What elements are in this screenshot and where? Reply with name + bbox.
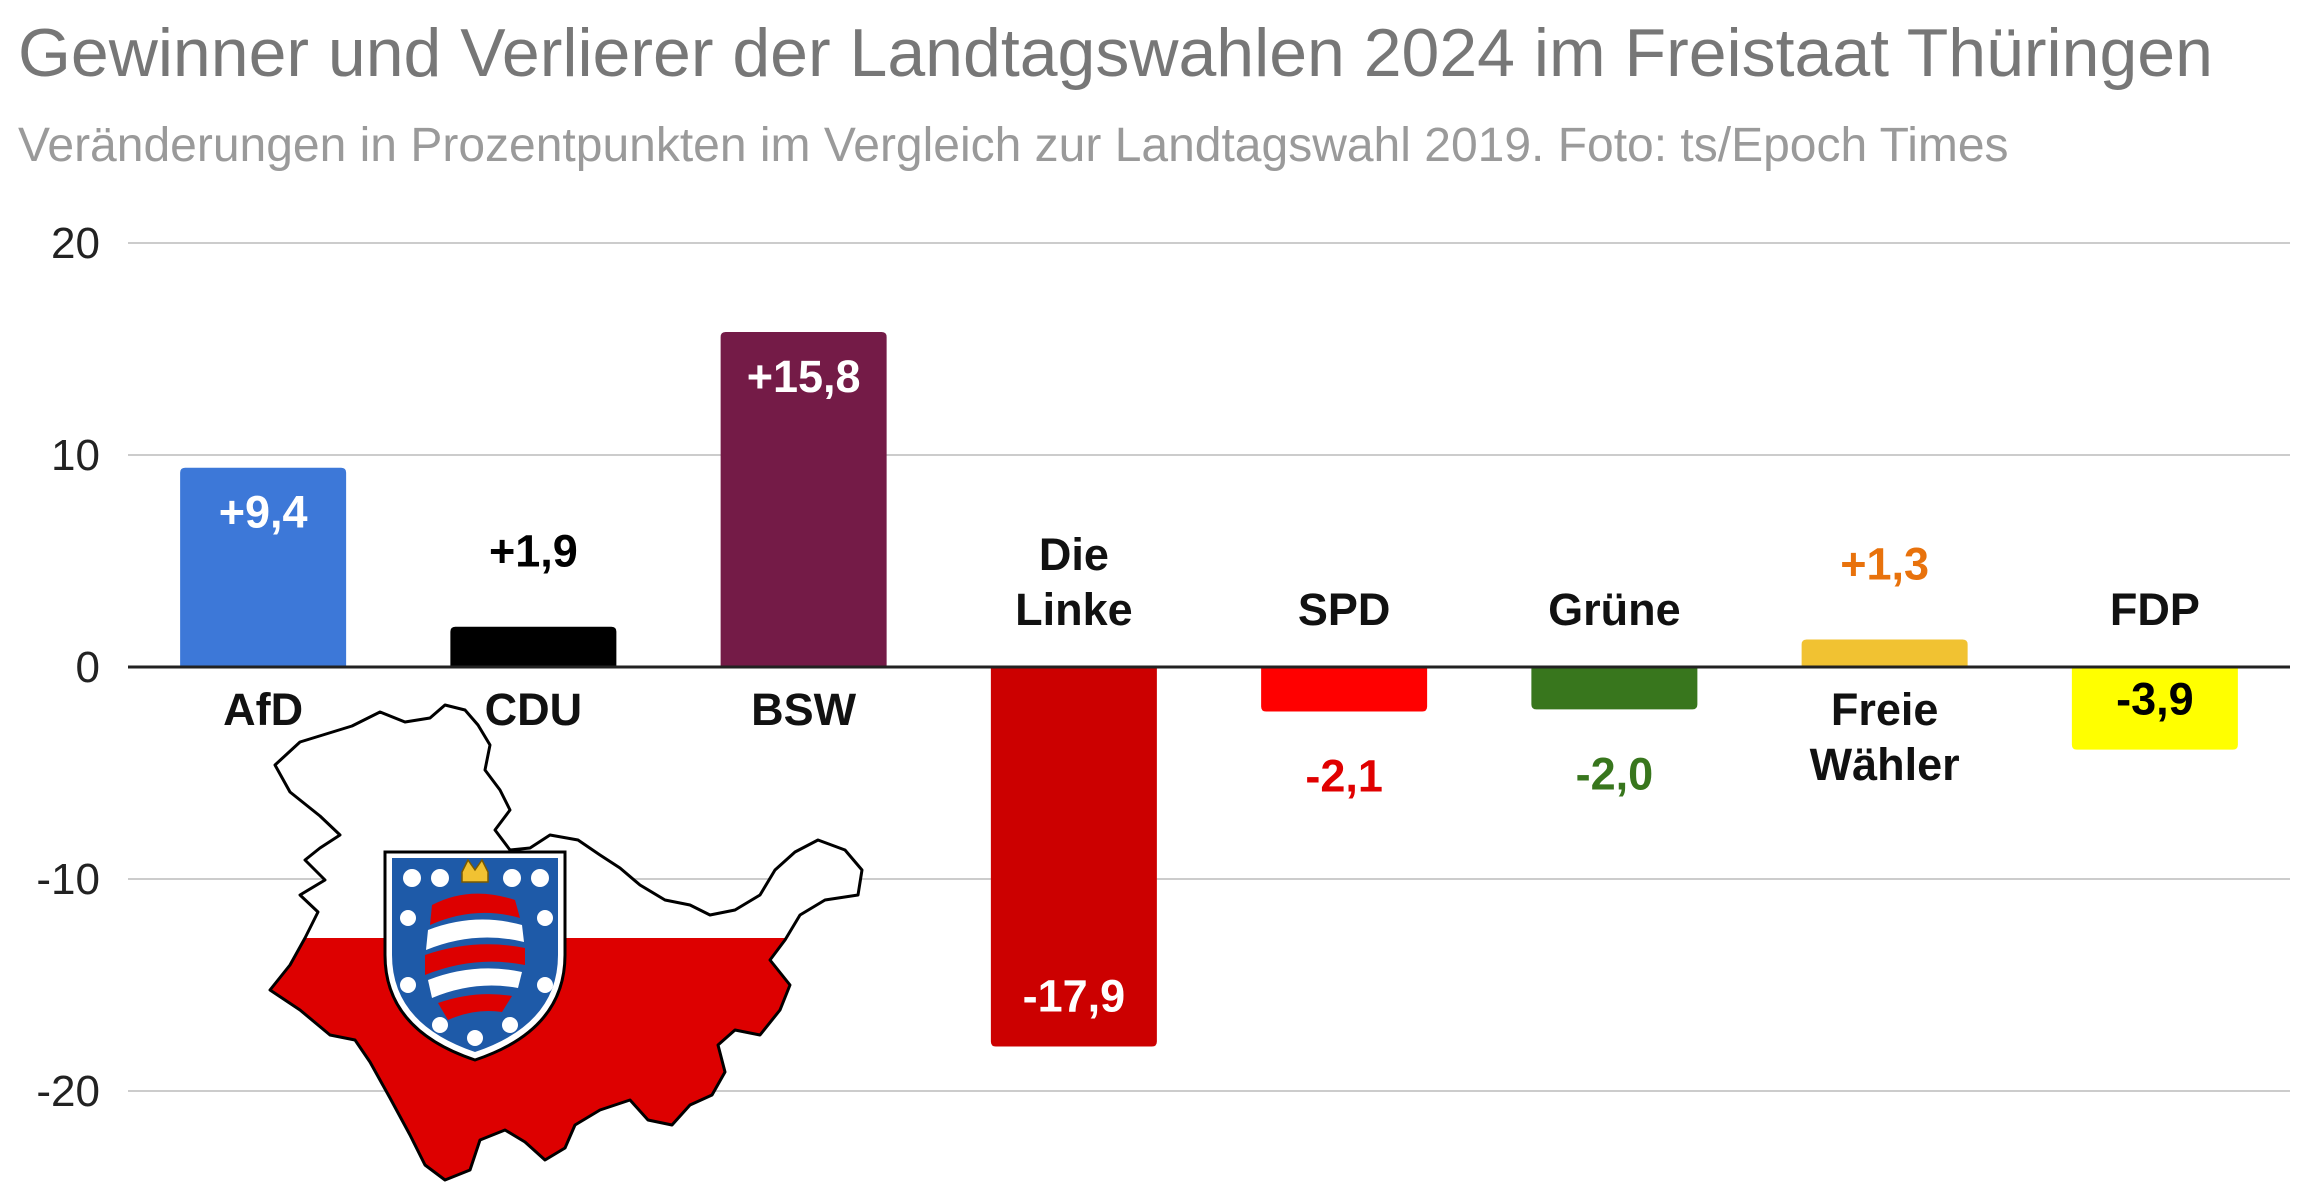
bar: [450, 626, 617, 667]
category-label: Wähler: [1810, 739, 1960, 790]
y-tick-label: -20: [36, 1067, 100, 1116]
chart-title: Gewinner und Verlierer der Landtagswahle…: [18, 15, 2213, 91]
category-label: Grüne: [1548, 584, 1681, 635]
thuringia-map-icon: [268, 703, 864, 1182]
bar: [990, 667, 1157, 1047]
category-label: Freie: [1831, 684, 1939, 735]
coat-of-arms-icon: [383, 850, 567, 1062]
bar: [720, 332, 887, 667]
bar: [2071, 667, 2238, 750]
data-label: +15,8: [747, 351, 861, 402]
bar: [180, 467, 347, 667]
data-label: -17,9: [1023, 970, 1126, 1021]
data-label: -2,1: [1305, 751, 1383, 802]
data-label: -2,0: [1576, 748, 1654, 799]
data-label: -3,9: [2116, 674, 2194, 725]
category-label: CDU: [485, 684, 583, 735]
data-label: +9,4: [219, 487, 308, 538]
category-label: FDP: [2110, 584, 2200, 635]
category-label: BSW: [751, 684, 857, 735]
category-label: Linke: [1015, 584, 1133, 635]
y-tick-label: 20: [51, 219, 100, 268]
chart-subtitle: Veränderungen in Prozentpunkten im Vergl…: [18, 119, 2009, 172]
data-label: +1,9: [489, 526, 578, 577]
data-label: +1,3: [1840, 538, 1929, 589]
y-tick-label: 10: [51, 431, 100, 480]
y-tick-label: 0: [76, 643, 100, 692]
category-label: AfD: [223, 684, 303, 735]
bar: [1531, 667, 1698, 710]
bar: [1261, 667, 1428, 712]
category-label: SPD: [1298, 584, 1391, 635]
bar: [1801, 639, 1968, 667]
y-axis-ticks: 20 10 0 -10 -20: [36, 219, 100, 1116]
bars: [180, 332, 2238, 1047]
y-tick-label: -10: [36, 855, 100, 904]
category-label: Die: [1039, 529, 1109, 580]
